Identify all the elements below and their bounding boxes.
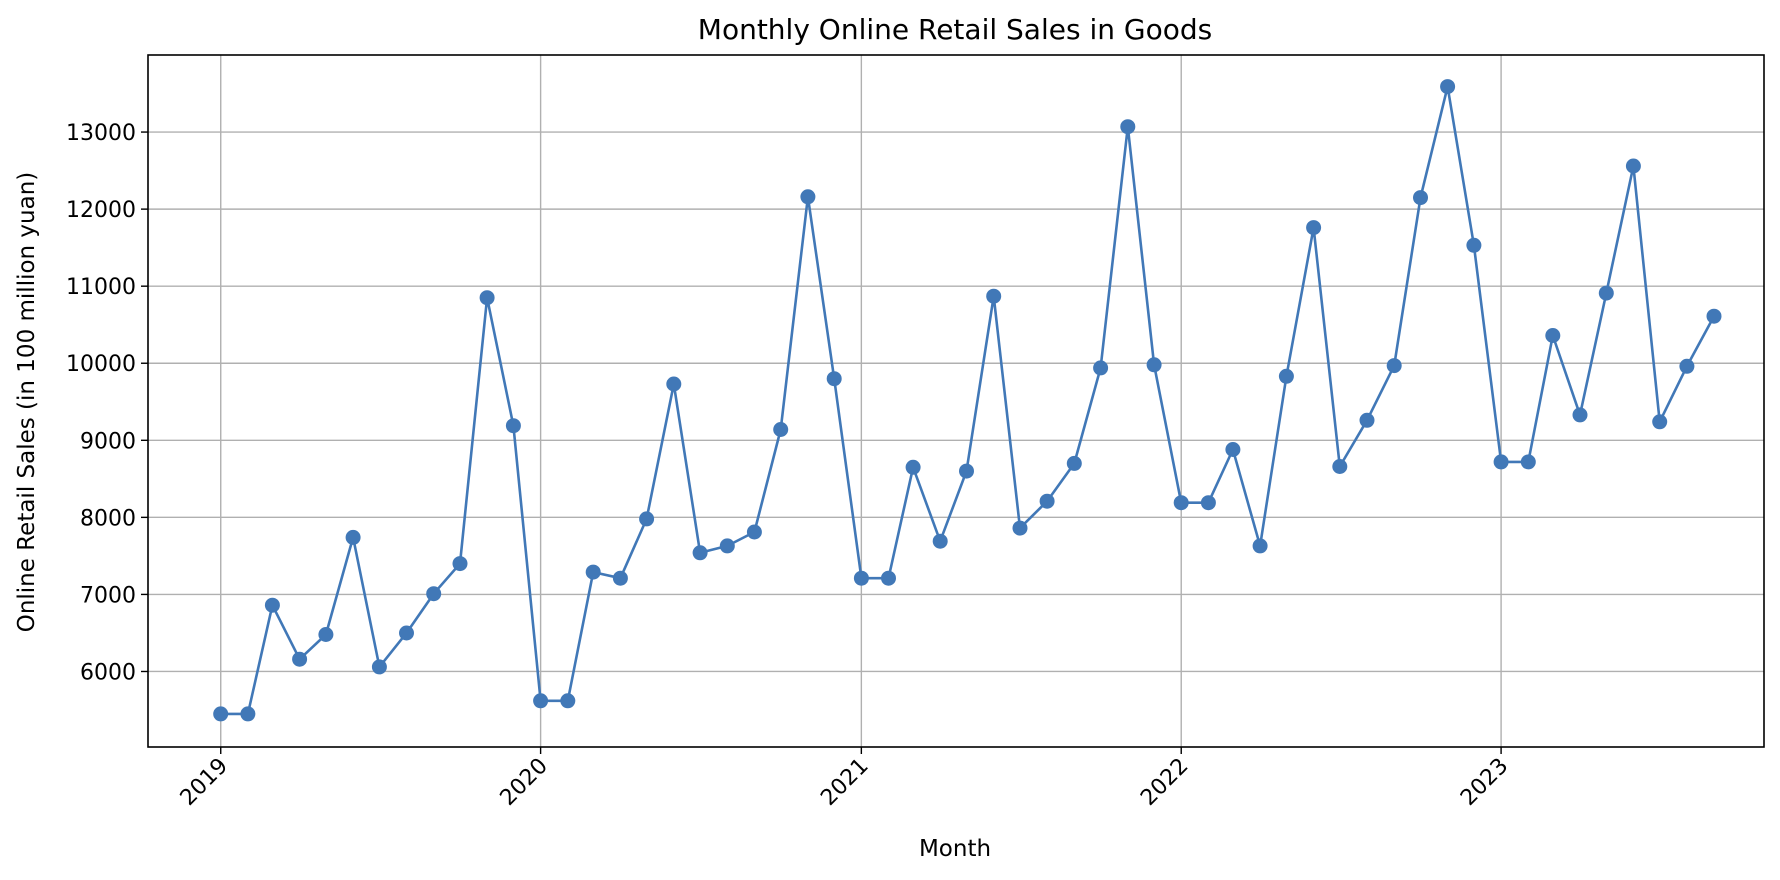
data-point-2019-07 xyxy=(371,659,387,675)
data-point-2020-07 xyxy=(692,545,708,561)
data-point-2021-09 xyxy=(1066,455,1082,471)
y-tick-label: 7000 xyxy=(80,583,136,608)
x-tick-label: 2023 xyxy=(1456,754,1513,811)
y-tick-label: 8000 xyxy=(80,506,136,531)
data-point-2022-10 xyxy=(1413,190,1428,206)
data-point-2021-07 xyxy=(1012,520,1028,536)
data-point-2022-04 xyxy=(1252,538,1268,554)
data-point-2019-10 xyxy=(452,556,468,572)
x-tick-label: 2019 xyxy=(176,754,233,811)
data-point-2021-06 xyxy=(986,288,1002,304)
data-point-2019-04 xyxy=(292,651,308,667)
y-tick-label: 6000 xyxy=(80,660,136,685)
data-point-2023-04 xyxy=(1572,407,1588,423)
data-point-2020-09 xyxy=(746,524,762,540)
data-point-2021-05 xyxy=(959,463,974,479)
data-point-2022-09 xyxy=(1386,358,1402,374)
series-line xyxy=(220,85,1716,716)
x-axis-ticks: 2019 2020 2021 2022 2023 xyxy=(176,747,1513,811)
data-point-2020-05 xyxy=(639,511,655,527)
data-point-2022-11 xyxy=(1440,79,1456,95)
data-point-2020-04 xyxy=(612,570,628,586)
plot-area-frame xyxy=(147,54,1765,748)
data-point-2023-01 xyxy=(1493,454,1509,470)
data-point-2022-05 xyxy=(1278,368,1294,384)
data-point-2021-10 xyxy=(1093,360,1109,376)
data-point-2023-09 xyxy=(1706,308,1722,324)
data-point-2023-02 xyxy=(1520,454,1536,470)
x-tick-label: 2020 xyxy=(496,754,553,811)
y-tick-label: 11000 xyxy=(66,275,136,300)
y-tick-label: 10000 xyxy=(66,352,136,377)
data-point-2019-11 xyxy=(479,290,495,306)
data-point-2022-07 xyxy=(1332,459,1348,474)
data-point-2022-02 xyxy=(1200,495,1216,511)
data-point-2022-08 xyxy=(1359,412,1375,428)
data-point-2021-04 xyxy=(932,533,948,549)
data-point-2019-01 xyxy=(213,706,229,722)
data-point-2021-11 xyxy=(1120,119,1136,135)
data-point-2021-08 xyxy=(1039,493,1055,509)
grid-lines xyxy=(148,55,1764,747)
y-tick-label: 12000 xyxy=(66,198,136,223)
y-axis-label: Online Retail Sales (in 100 million yuan… xyxy=(14,172,40,633)
data-point-2020-06 xyxy=(666,376,682,392)
data-point-2019-02 xyxy=(240,706,256,722)
data-point-2022-12 xyxy=(1466,237,1482,253)
x-tick-label: 2021 xyxy=(816,754,873,811)
x-axis-label: Month xyxy=(919,836,991,862)
data-point-2021-03 xyxy=(905,459,921,475)
data-point-2023-03 xyxy=(1545,328,1561,343)
data-point-2020-03 xyxy=(585,564,601,580)
data-point-2023-05 xyxy=(1598,285,1614,301)
data-point-2020-08 xyxy=(719,538,735,554)
data-point-2023-06 xyxy=(1625,158,1641,174)
data-point-2019-06 xyxy=(345,529,361,545)
data-point-2019-05 xyxy=(318,627,334,642)
data-series xyxy=(213,79,1722,722)
data-point-2021-12 xyxy=(1146,357,1162,373)
data-point-2023-07 xyxy=(1652,414,1668,430)
data-point-2019-03 xyxy=(264,597,280,613)
data-point-2020-12 xyxy=(826,371,842,387)
data-point-2021-02 xyxy=(881,570,896,586)
data-point-2021-01 xyxy=(853,570,869,586)
data-point-2020-10 xyxy=(773,422,789,437)
data-point-2019-08 xyxy=(399,625,414,641)
data-point-2020-01 xyxy=(533,693,549,709)
chart-title: Monthly Online Retail Sales in Goods xyxy=(698,13,1212,46)
data-point-2020-11 xyxy=(800,189,816,205)
y-tick-label: 9000 xyxy=(80,429,136,454)
data-point-2019-12 xyxy=(505,418,521,434)
y-tick-label: 13000 xyxy=(66,121,136,146)
x-tick-label: 2022 xyxy=(1136,754,1193,811)
data-point-2022-01 xyxy=(1173,495,1189,511)
data-point-2023-08 xyxy=(1679,358,1695,374)
data-point-2022-06 xyxy=(1306,220,1322,236)
data-point-2020-02 xyxy=(560,693,576,709)
data-point-2019-09 xyxy=(426,586,442,602)
data-point-2022-03 xyxy=(1225,442,1241,457)
y-axis-ticks: 6000 7000 8000 9000 10000 11000 12000 13000 xyxy=(66,121,148,685)
